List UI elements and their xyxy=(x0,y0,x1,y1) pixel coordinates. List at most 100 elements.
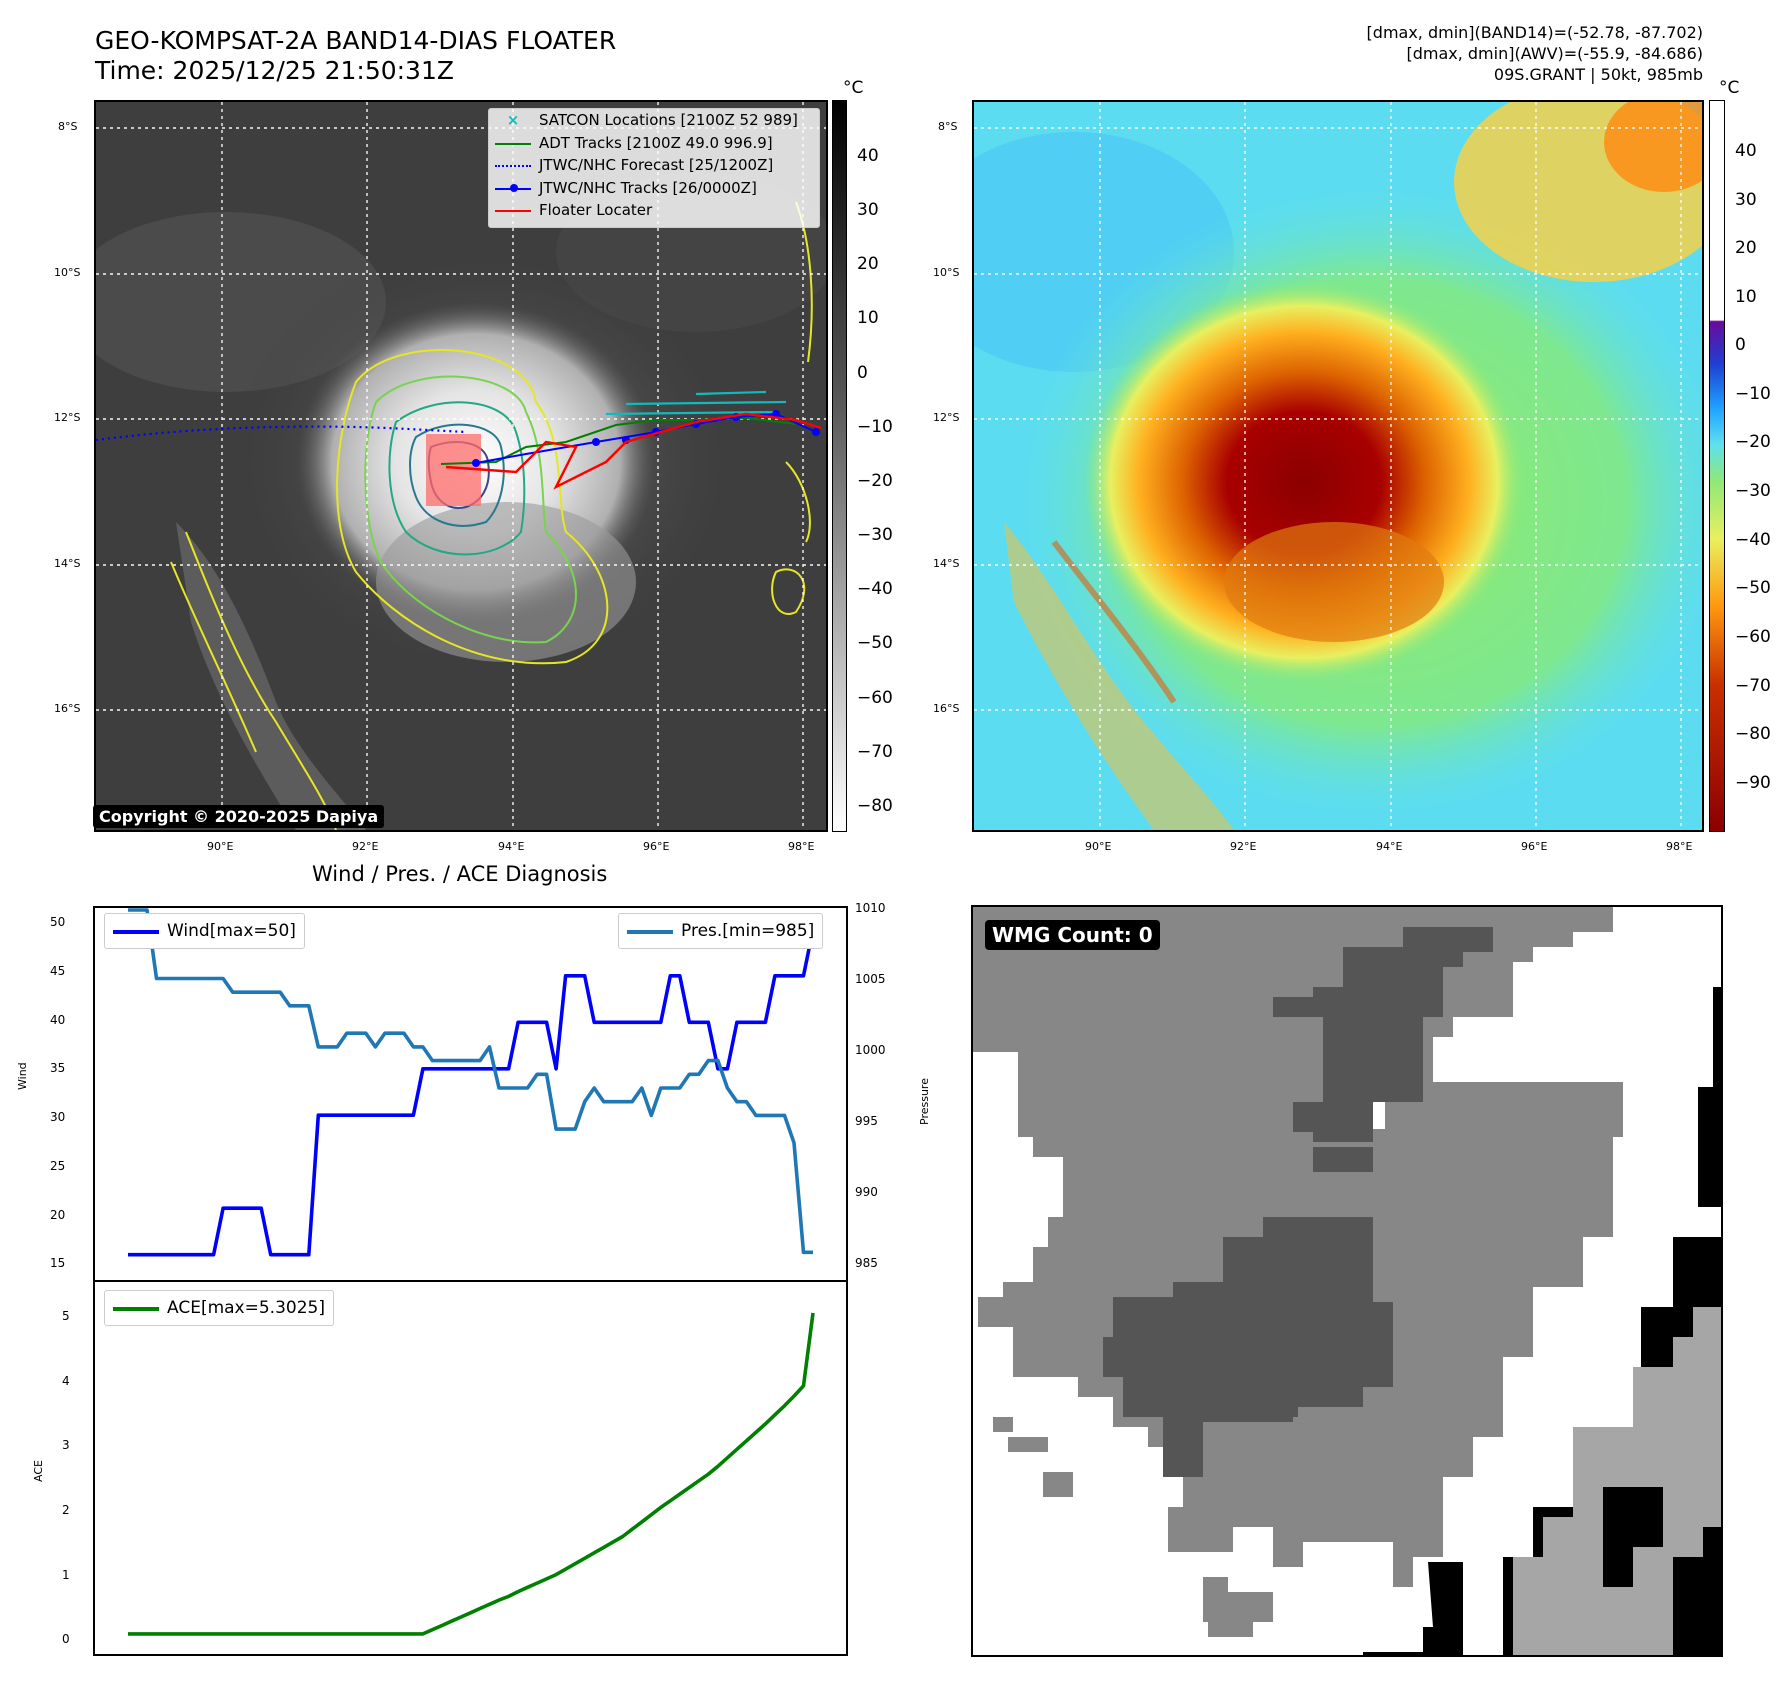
wind-tick: 25 xyxy=(50,1159,66,1173)
ace-tick: 2 xyxy=(62,1503,70,1517)
colorbar-tick: −50 xyxy=(857,633,893,653)
title-line-2: Time: 2025/12/25 21:50:31Z xyxy=(95,56,454,85)
colorbar-tick: −30 xyxy=(1735,481,1771,501)
pressure-tick: 985 xyxy=(855,1256,878,1270)
colorbar-tick: −80 xyxy=(1735,724,1771,744)
wind-tick: 35 xyxy=(50,1061,66,1075)
lon-label: 92°E xyxy=(352,840,379,853)
wind-tick: 15 xyxy=(50,1256,66,1270)
wind-series xyxy=(128,928,815,1257)
colorbar-tick: −70 xyxy=(1735,676,1771,696)
legend-item-floater: Floater Locater xyxy=(489,199,819,222)
storm-info: [dmax, dmin](BAND14)=(-52.78, -87.702) [… xyxy=(1367,22,1703,85)
pressure-tick: 995 xyxy=(855,1114,878,1128)
awv-image-panel xyxy=(972,100,1704,832)
legend-line-icon xyxy=(113,1307,159,1311)
lon-label: 94°E xyxy=(498,840,525,853)
ir-colorbar-unit: °C xyxy=(843,78,864,98)
wind-tick: 20 xyxy=(50,1208,66,1222)
lat-label: 16°S xyxy=(933,702,960,715)
dot-marker-icon xyxy=(510,183,518,192)
solid-line-icon xyxy=(495,210,531,212)
pressure-axis-label: Pressure xyxy=(918,1078,931,1125)
lon-label: 92°E xyxy=(1230,840,1257,853)
lon-label: 94°E xyxy=(1376,840,1403,853)
figure-title: GEO-KOMPSAT-2A BAND14-DIAS FLOATER Time:… xyxy=(95,26,616,86)
colorbar-tick: −40 xyxy=(857,579,893,599)
legend-item-adt: ADT Tracks [2100Z 49.0 996.9] xyxy=(489,132,819,155)
pressure-tick: 990 xyxy=(855,1185,878,1199)
info-line-1: [dmax, dmin](BAND14)=(-52.78, -87.702) xyxy=(1366,23,1703,42)
pressure-tick: 1000 xyxy=(855,1043,886,1057)
lon-label: 90°E xyxy=(1085,840,1112,853)
legend-label-satcon: SATCON Locations [2100Z 52 989] xyxy=(539,111,798,129)
ace-legend: ACE[max=5.3025] xyxy=(104,1290,334,1326)
pressure-tick: 1010 xyxy=(855,901,886,915)
legend-item-tracks: JTWC/NHC Tracks [26/0000Z] xyxy=(489,177,819,200)
copyright-label: Copyright © 2020-2025 Dapiya xyxy=(93,805,385,828)
lat-label: 10°S xyxy=(933,266,960,279)
colorbar-tick: 40 xyxy=(1735,141,1757,161)
pressure-legend-label: Pres.[min=985] xyxy=(681,921,815,941)
wind-tick: 40 xyxy=(50,1013,66,1027)
pressure-legend: Pres.[min=985] xyxy=(618,913,824,949)
info-line-3: 09S.GRANT | 50kt, 985mb xyxy=(1493,65,1703,84)
legend-line-icon xyxy=(113,930,159,934)
lat-label: 8°S xyxy=(938,120,958,133)
colorbar-tick: −20 xyxy=(857,471,893,491)
ir-colorbar xyxy=(832,100,847,832)
wind-line xyxy=(128,928,815,1257)
ir-legend: × SATCON Locations [2100Z 52 989] ADT Tr… xyxy=(488,108,820,228)
legend-label-tracks: JTWC/NHC Tracks [26/0000Z] xyxy=(539,178,757,197)
ir-image-panel: × SATCON Locations [2100Z 52 989] ADT Tr… xyxy=(94,100,828,832)
wind-legend-label: Wind[max=50] xyxy=(167,921,296,941)
ace-tick: 1 xyxy=(62,1568,70,1582)
lon-label: 96°E xyxy=(1521,840,1548,853)
lat-label: 12°S xyxy=(933,411,960,424)
wind-axis-label: Wind xyxy=(16,1062,29,1090)
lat-label: 10°S xyxy=(54,266,81,279)
colorbar-tick: −30 xyxy=(857,525,893,545)
legend-line-icon xyxy=(627,930,673,934)
colorbar-tick: −60 xyxy=(857,688,893,708)
ace-series xyxy=(128,1312,815,1636)
wind-tick: 30 xyxy=(50,1110,66,1124)
legend-label-floater: Floater Locater xyxy=(539,201,653,219)
colorbar-tick: −20 xyxy=(1735,432,1771,452)
colorbar-tick: 20 xyxy=(1735,238,1757,258)
title-line-1: GEO-KOMPSAT-2A BAND14-DIAS FLOATER xyxy=(95,26,617,55)
wmg-panel xyxy=(971,905,1723,1657)
colorbar-tick: 20 xyxy=(857,254,879,274)
colorbar-tick: −10 xyxy=(857,417,893,437)
lon-label: 98°E xyxy=(788,840,815,853)
ace-tick: 5 xyxy=(62,1309,70,1323)
ace-line xyxy=(128,1312,815,1636)
colorbar-tick: 0 xyxy=(857,363,868,383)
wind-tick: 45 xyxy=(50,964,66,978)
colorbar-tick: −60 xyxy=(1735,627,1771,647)
ace-tick: 0 xyxy=(62,1632,70,1646)
pressure-tick: 1005 xyxy=(855,972,886,986)
wmg-image xyxy=(973,907,1721,1655)
colorbar-tick: −70 xyxy=(857,742,893,762)
colorbar-tick: 40 xyxy=(857,146,879,166)
colorbar-tick: 0 xyxy=(1735,335,1746,355)
lon-label: 90°E xyxy=(207,840,234,853)
pressure-series xyxy=(128,908,813,1255)
colorbar-tick: 10 xyxy=(857,308,879,328)
lon-label: 98°E xyxy=(1666,840,1693,853)
colorbar-tick: −90 xyxy=(1735,773,1771,793)
wind-tick: 50 xyxy=(50,915,66,929)
info-line-2: [dmax, dmin](AWV)=(-55.9, -84.686) xyxy=(1406,44,1703,63)
ace-legend-label: ACE[max=5.3025] xyxy=(167,1298,325,1318)
diag-title: Wind / Pres. / ACE Diagnosis xyxy=(312,862,608,886)
pressure-line xyxy=(128,908,813,1255)
colorbar-tick: −10 xyxy=(1735,384,1771,404)
wind-legend: Wind[max=50] xyxy=(104,913,305,949)
lat-label: 14°S xyxy=(933,557,960,570)
colorbar-tick: 10 xyxy=(1735,287,1757,307)
dotted-line-icon xyxy=(495,165,531,167)
lat-label: 14°S xyxy=(54,557,81,570)
awv-colorbar xyxy=(1709,100,1725,832)
awv-colorbar-unit: °C xyxy=(1719,78,1740,98)
